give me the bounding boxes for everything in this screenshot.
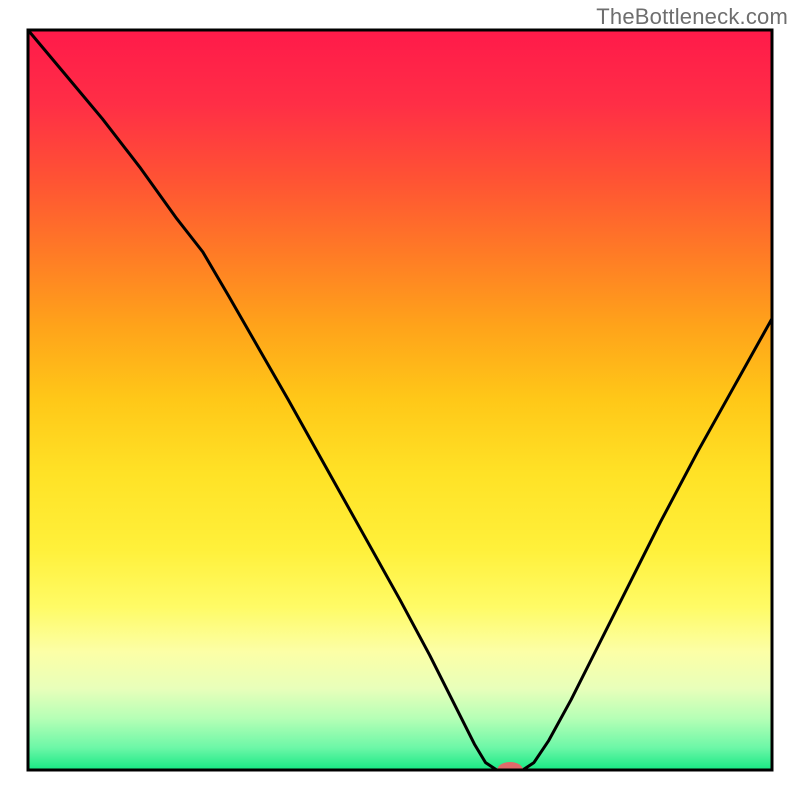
chart-container: TheBottleneck.com — [0, 0, 800, 800]
bottleneck-chart — [0, 0, 800, 800]
plot-background — [28, 30, 772, 770]
watermark-label: TheBottleneck.com — [596, 4, 788, 30]
